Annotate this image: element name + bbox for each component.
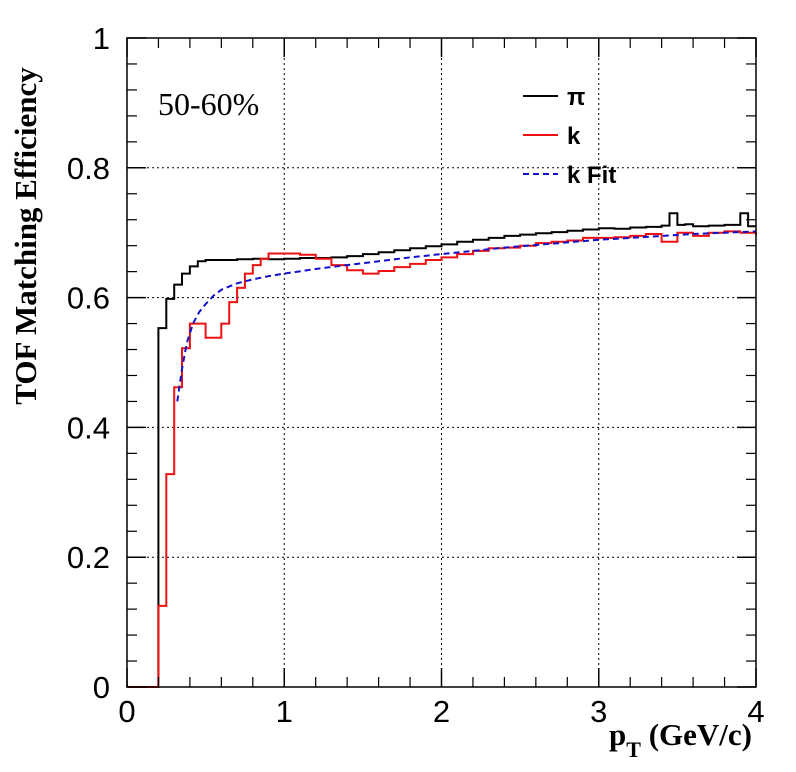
legend-item-kaon-label: k (567, 123, 581, 150)
x-tick-label: 4 (747, 694, 764, 729)
centrality-label: 50-60% (158, 86, 259, 122)
y-tick-label: 0.2 (67, 540, 110, 575)
y-tick-label: 0 (93, 670, 110, 705)
x-axis-title-main: p (609, 717, 626, 752)
y-tick-label: 0.6 (67, 281, 110, 316)
y-tick-label: 1 (93, 21, 110, 56)
x-axis-title-units: (GeV/c) (641, 717, 752, 752)
series-line-kaon (127, 230, 757, 688)
series-line-pion (127, 212, 756, 688)
x-axis-title: pT (GeV/c) (609, 717, 752, 762)
legend-item-kaon-fit-label: k Fit (567, 162, 616, 189)
x-tick-label: 1 (276, 694, 293, 729)
data-curves (127, 212, 757, 688)
axis-ticks (126, 37, 757, 688)
y-tick-label: 0.4 (67, 410, 110, 445)
series-line-kaon-fit (176, 230, 757, 402)
legend: πk k Fit (523, 84, 616, 189)
x-tick-label: 0 (118, 694, 135, 729)
grid-lines (127, 38, 756, 687)
x-axis-title-subscript: T (626, 737, 641, 762)
legend-item-pion-label: π (567, 84, 585, 111)
y-tick-label: 0.8 (67, 151, 110, 186)
x-tick-label: 2 (433, 694, 450, 729)
tick-labels: 0 1 2 3 4 0 0.2 0.4 0.6 0.8 1 (67, 21, 765, 729)
x-tick-label: 3 (590, 694, 607, 729)
y-axis-title: TOF Matching Efficiency (8, 67, 43, 405)
